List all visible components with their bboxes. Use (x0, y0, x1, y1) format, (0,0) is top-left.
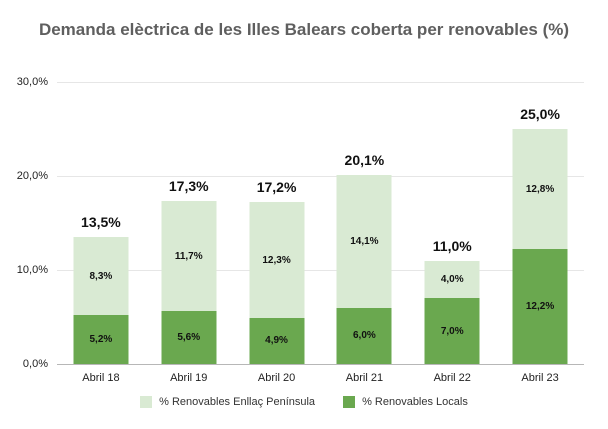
y-axis-tick-label: 10,0% (16, 264, 48, 276)
segment-value-label: 8,3% (89, 270, 113, 282)
x-axis-category-label: Abril 19 (170, 372, 208, 384)
bar-total-label: 13,5% (81, 214, 121, 231)
bar-group: 12,2% 12,8% 25,0% Abril 23 (496, 82, 584, 384)
legend: % Renovables Enllaç Península % Renovable… (0, 396, 608, 408)
segment-value-label: 11,7% (174, 250, 203, 262)
bar-segment: 4,0% (424, 260, 480, 299)
bar-segment: 5,2% (73, 315, 129, 364)
bar-total-label: 20,1% (344, 152, 385, 169)
bar-segment: 12,2% (512, 249, 568, 364)
segment-value-label: 5,6% (177, 332, 201, 344)
bar-group: 5,6% 11,7% 17,3% Abril 19 (145, 82, 233, 384)
bar-segment: 5,6% (161, 311, 217, 364)
y-axis-tick-label: 30,0% (16, 76, 48, 88)
legend-entry: % Renovables Locals (343, 396, 468, 408)
segment-value-label: 12,3% (262, 254, 291, 266)
stacked-bar: 12,2% 12,8% (512, 82, 568, 364)
bar-total-label: 17,2% (256, 179, 297, 196)
bar-segment: 12,3% (249, 202, 305, 318)
bar-segment: 12,8% (512, 129, 568, 250)
legend-swatch (140, 396, 153, 408)
legend-label: % Renovables Locals (362, 396, 468, 408)
bar-group: 5,2% 8,3% 13,5% Abril 18 (57, 82, 145, 384)
bar-group: 4,9% 12,3% 17,2% Abril 20 (233, 82, 321, 384)
stacked-bar: 5,2% 8,3% (73, 82, 129, 364)
stacked-bar: 4,9% 12,3% (249, 82, 305, 364)
segment-value-label: 6,0% (353, 330, 376, 342)
segment-value-label: 12,8% (525, 183, 555, 195)
bar-total-label: 11,0% (432, 237, 472, 254)
gridline (57, 82, 584, 83)
bar-total-label: 25,0% (520, 106, 560, 122)
stacked-bar: 5,6% 11,7% (161, 82, 217, 364)
bar-segment: 11,7% (161, 201, 217, 312)
y-axis-tick-label: 0,0% (22, 358, 48, 370)
bar-group: 7,0% 4,0% 11,0% Abril 22 (408, 82, 496, 384)
bar-total-label: 17,3% (168, 178, 209, 195)
segment-value-label: 4,0% (440, 273, 464, 285)
segment-value-label: 7,0% (440, 325, 464, 337)
segment-value-label: 12,2% (525, 301, 555, 313)
x-axis-category-label: Abril 20 (257, 372, 296, 384)
plot-area: 0,0% 10,0% 20,0% 30,0% 5,2% 8,3% 13,5% Abril 18… (17, 76, 584, 384)
x-axis-category-label: Abril 23 (521, 372, 559, 384)
bar-group: 6,0% 14,1% 20,1% Abril 21 (321, 82, 409, 384)
legend-swatch (343, 396, 356, 408)
bar-segment: 4,9% (249, 317, 305, 364)
bar-segment: 7,0% (424, 298, 480, 364)
segment-value-label: 4,9% (265, 335, 288, 347)
bar-segment: 6,0% (336, 307, 392, 364)
gridline (57, 176, 584, 177)
stacked-bar: 7,0% 4,0% (424, 82, 480, 364)
bar-segment: 8,3% (73, 237, 129, 316)
y-axis-tick-label: 20,0% (16, 170, 48, 182)
segment-value-label: 14,1% (350, 235, 379, 247)
stacked-bar: 6,0% 14,1% (336, 82, 392, 364)
legend-entry: % Renovables Enllaç Península (140, 396, 315, 408)
x-axis-category-label: Abril 21 (345, 372, 384, 384)
x-axis-category-label: Abril 22 (433, 372, 471, 384)
x-axis-baseline (57, 364, 584, 365)
segment-value-label: 5,2% (89, 334, 113, 346)
gridline (57, 270, 584, 271)
bar-segment: 14,1% (336, 175, 392, 308)
x-axis-category-label: Abril 18 (82, 372, 120, 384)
chart-title: Demanda elèctrica de les Illes Balears c… (38, 20, 570, 39)
legend-label: % Renovables Enllaç Península (159, 396, 316, 408)
